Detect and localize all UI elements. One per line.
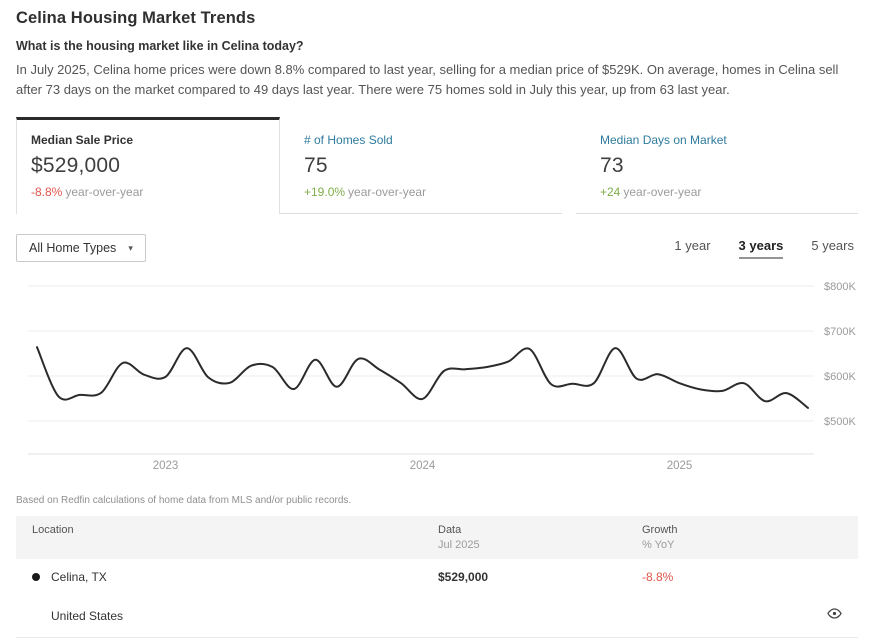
growth-cell: -8.8%	[642, 570, 674, 585]
location-name: Celina, TX	[51, 570, 107, 585]
x-axis-tick-label: 2025	[667, 460, 693, 472]
tab-median-days-label: Median Days on Market	[600, 133, 727, 148]
range-3-years[interactable]: 3 years	[738, 238, 784, 259]
delta-suffix: year-over-year	[65, 185, 144, 200]
column-label: Location	[32, 524, 74, 537]
series-marker-icon	[32, 573, 40, 582]
market-summary-text: In July 2025, Celina home prices were do…	[16, 62, 839, 98]
price-trend-line-chart[interactable]: $800K $700K $600K $500K 2023 2024 2025	[16, 268, 858, 480]
home-type-filter-dropdown[interactable]: All Home Types ▾	[16, 234, 146, 263]
data-cell: $529,000	[438, 570, 489, 585]
column-header-growth: Growth % YoY	[642, 524, 812, 551]
delta-value: +24	[600, 185, 621, 200]
chevron-down-icon: ▾	[128, 242, 133, 253]
table-header-row: Location Data Jul 2025 Growth % YoY	[16, 516, 858, 560]
data-source-footnote: Based on Redfin calculations of home dat…	[16, 495, 352, 507]
time-range-selector: 1 year 3 years 5 years	[674, 238, 858, 259]
tab-homes-sold-delta: +19.0% year-over-year	[304, 185, 538, 199]
column-subline: Jul 2025	[438, 539, 480, 552]
column-label: Growth	[642, 524, 678, 537]
tab-median-days-value: 73	[600, 154, 624, 178]
column-subline: % YoY	[642, 539, 675, 552]
home-type-filter-value: All Home Types	[29, 241, 117, 256]
table-row-united-states[interactable]: United States	[16, 595, 858, 637]
tab-median-sale-price[interactable]: Median Sale Price $529,000 -8.8% year-ove…	[16, 117, 280, 215]
location-cell: Celina, TX	[32, 570, 438, 584]
page-title: Celina Housing Market Trends	[16, 9, 256, 27]
actions-cell	[812, 606, 842, 626]
toggle-visibility-eye-icon[interactable]	[827, 606, 842, 621]
location-comparison-table: Location Data Jul 2025 Growth % YoY Celi…	[16, 516, 858, 638]
column-header-location: Location	[32, 524, 438, 536]
delta-value: -8.8%	[31, 185, 63, 200]
chart-controls: All Home Types ▾ 1 year 3 years 5 years	[16, 234, 858, 263]
delta-suffix: year-over-year	[348, 185, 427, 200]
tab-median-days-on-market[interactable]: Median Days on Market 73 +24 year-over-ye…	[576, 120, 858, 215]
tab-median-days-delta: +24 year-over-year	[600, 185, 834, 199]
range-5-years[interactable]: 5 years	[811, 237, 854, 253]
y-axis-tick-label: $700K	[824, 326, 856, 338]
location-name: United States	[51, 609, 124, 624]
column-header-data: Data Jul 2025	[438, 524, 642, 551]
delta-value: +19.0%	[304, 185, 346, 200]
tab-homes-sold-value: 75	[304, 154, 328, 178]
tab-homes-sold-label: # of Homes Sold	[304, 133, 393, 148]
price-trend-chart-container: $800K $700K $600K $500K 2023 2024 2025	[16, 268, 858, 485]
y-axis-tick-label: $600K	[824, 371, 856, 383]
market-question-heading: What is the housing market like in Celin…	[16, 39, 304, 53]
range-1-year[interactable]: 1 year	[674, 237, 711, 253]
x-axis-tick-label: 2024	[410, 460, 436, 472]
tab-median-sale-price-value: $529,000	[31, 154, 121, 178]
tab-homes-sold[interactable]: # of Homes Sold 75 +19.0% year-over-year	[280, 120, 562, 215]
y-axis-tick-label: $500K	[824, 416, 856, 428]
tab-median-sale-price-label: Median Sale Price	[31, 133, 134, 148]
location-cell: United States	[32, 609, 438, 623]
median-sale-price-line	[36, 346, 809, 410]
delta-suffix: year-over-year	[623, 185, 702, 200]
x-axis-tick-label: 2023	[153, 460, 179, 472]
metric-tabs: Median Sale Price $529,000 -8.8% year-ove…	[16, 117, 858, 215]
table-row-celina[interactable]: Celina, TX $529,000 -8.8%	[16, 559, 858, 595]
y-axis-tick-label: $800K	[824, 281, 856, 293]
tab-median-sale-price-delta: -8.8% year-over-year	[31, 185, 265, 199]
column-label: Data	[438, 524, 462, 537]
